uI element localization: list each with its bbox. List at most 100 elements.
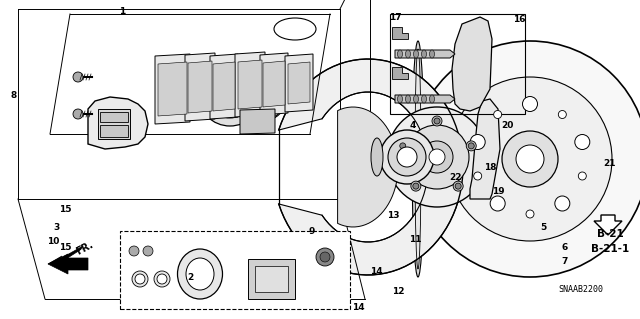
Circle shape xyxy=(526,210,534,218)
Circle shape xyxy=(516,145,544,173)
Polygon shape xyxy=(263,61,285,107)
Ellipse shape xyxy=(274,18,316,40)
Ellipse shape xyxy=(429,50,435,58)
Circle shape xyxy=(73,72,83,82)
Ellipse shape xyxy=(406,50,410,58)
Circle shape xyxy=(412,41,640,277)
Polygon shape xyxy=(88,97,148,149)
Circle shape xyxy=(387,107,487,207)
Circle shape xyxy=(157,274,167,284)
Text: 10: 10 xyxy=(47,238,59,247)
Circle shape xyxy=(468,143,474,149)
Circle shape xyxy=(232,66,288,122)
Text: 14: 14 xyxy=(370,268,382,277)
Polygon shape xyxy=(248,259,295,299)
Polygon shape xyxy=(392,67,408,79)
Text: 1: 1 xyxy=(119,8,125,17)
Polygon shape xyxy=(210,54,238,119)
Text: 12: 12 xyxy=(392,287,404,296)
Text: 14: 14 xyxy=(352,303,364,313)
Text: 5: 5 xyxy=(540,224,546,233)
Circle shape xyxy=(575,135,590,150)
Polygon shape xyxy=(255,266,288,292)
Text: 17: 17 xyxy=(388,13,401,23)
Polygon shape xyxy=(238,60,262,109)
Circle shape xyxy=(453,181,463,191)
Circle shape xyxy=(558,110,566,118)
Circle shape xyxy=(432,116,442,126)
Polygon shape xyxy=(48,254,88,274)
Text: 6: 6 xyxy=(562,243,568,253)
Text: 16: 16 xyxy=(513,16,525,25)
Ellipse shape xyxy=(422,95,426,103)
Circle shape xyxy=(493,110,502,118)
Text: 22: 22 xyxy=(449,174,461,182)
Ellipse shape xyxy=(397,50,403,58)
Circle shape xyxy=(555,196,570,211)
Circle shape xyxy=(448,77,612,241)
Circle shape xyxy=(206,70,254,118)
Text: SNAAB2200: SNAAB2200 xyxy=(559,285,604,293)
Circle shape xyxy=(455,183,461,189)
Ellipse shape xyxy=(413,50,419,58)
Circle shape xyxy=(398,141,408,151)
Bar xyxy=(390,14,525,114)
Circle shape xyxy=(405,125,469,189)
Circle shape xyxy=(579,172,586,180)
Bar xyxy=(100,125,128,137)
Circle shape xyxy=(135,274,145,284)
Text: FR.: FR. xyxy=(74,239,95,257)
Circle shape xyxy=(434,118,440,124)
Text: 19: 19 xyxy=(492,188,504,197)
Ellipse shape xyxy=(412,41,424,277)
Text: 15: 15 xyxy=(59,205,71,214)
Text: 11: 11 xyxy=(409,235,421,244)
Circle shape xyxy=(411,181,421,191)
Circle shape xyxy=(316,248,334,266)
Polygon shape xyxy=(235,52,265,117)
Text: 20: 20 xyxy=(501,121,513,130)
Circle shape xyxy=(198,62,262,126)
Ellipse shape xyxy=(406,95,410,103)
Text: 15: 15 xyxy=(59,243,71,253)
Polygon shape xyxy=(240,109,275,134)
Circle shape xyxy=(421,141,453,173)
Text: 7: 7 xyxy=(562,257,568,266)
Ellipse shape xyxy=(397,147,417,167)
Polygon shape xyxy=(185,53,215,121)
Circle shape xyxy=(143,246,153,256)
Text: 3: 3 xyxy=(53,222,59,232)
Text: 2: 2 xyxy=(187,273,193,283)
Ellipse shape xyxy=(186,258,214,290)
Circle shape xyxy=(490,196,505,211)
Polygon shape xyxy=(155,54,190,124)
Circle shape xyxy=(470,135,485,150)
Ellipse shape xyxy=(268,72,282,116)
Polygon shape xyxy=(288,62,310,104)
Ellipse shape xyxy=(177,249,223,299)
Circle shape xyxy=(154,271,170,287)
Text: 9: 9 xyxy=(309,227,315,236)
Circle shape xyxy=(132,271,148,287)
Ellipse shape xyxy=(397,95,403,103)
Circle shape xyxy=(73,109,83,119)
Circle shape xyxy=(522,97,538,112)
Polygon shape xyxy=(594,215,622,235)
Polygon shape xyxy=(279,59,463,275)
Ellipse shape xyxy=(422,50,426,58)
Circle shape xyxy=(129,246,139,256)
Bar xyxy=(120,231,350,309)
Polygon shape xyxy=(470,99,500,199)
Polygon shape xyxy=(98,109,130,139)
Bar xyxy=(100,112,128,122)
Text: B-21: B-21 xyxy=(596,229,623,239)
Polygon shape xyxy=(158,62,187,116)
Text: 21: 21 xyxy=(603,159,615,167)
Circle shape xyxy=(413,183,419,189)
Polygon shape xyxy=(392,27,408,39)
Text: 8: 8 xyxy=(11,92,17,100)
Circle shape xyxy=(240,74,280,114)
Text: 18: 18 xyxy=(484,164,496,173)
Circle shape xyxy=(429,149,445,165)
Text: B-21-1: B-21-1 xyxy=(591,244,629,254)
